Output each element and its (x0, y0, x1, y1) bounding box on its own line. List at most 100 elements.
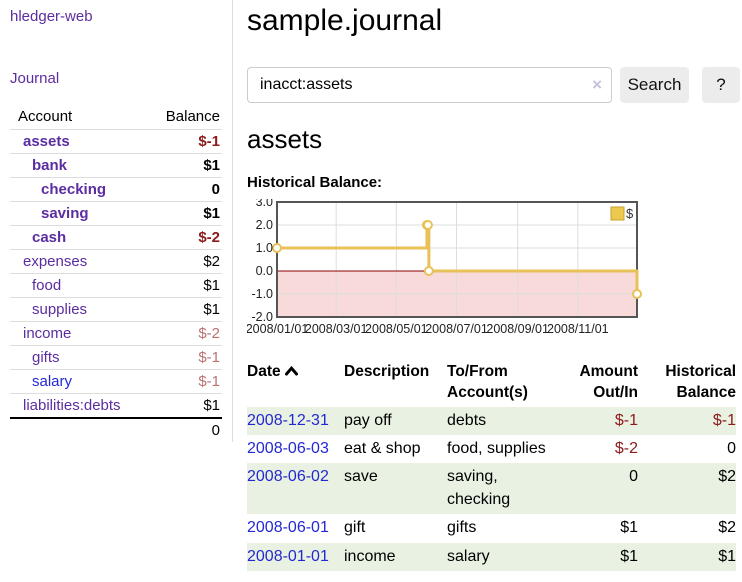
transaction-row: 2008-06-01 gift gifts $1 $2 (247, 514, 736, 542)
account-balance: $1 (203, 277, 220, 294)
svg-text:-2.0: -2.0 (251, 310, 273, 324)
account-balance: $-1 (198, 349, 220, 366)
account-row: bank $1 (10, 153, 222, 178)
transaction-accounts: salary (447, 547, 490, 565)
account-row: gifts $-1 (10, 345, 222, 370)
search-input[interactable] (247, 66, 612, 103)
account-link-food[interactable]: food (32, 277, 62, 294)
register-column-header: Historical Balance (665, 363, 736, 401)
account-link-gifts[interactable]: gifts (32, 349, 60, 366)
account-link-expenses[interactable]: expenses (23, 253, 88, 270)
transaction-date-link[interactable]: 2008-12-31 (247, 411, 329, 429)
main-content: sample.journal × Search ? assets Histori… (233, 0, 742, 582)
transaction-amount: $-1 (614, 411, 638, 429)
account-row: cash $-2 (10, 225, 222, 250)
account-link-cash[interactable]: cash (32, 229, 67, 246)
register-column-header: Description (344, 363, 430, 381)
svg-text:1.0: 1.0 (256, 241, 273, 255)
svg-text:3.0: 3.0 (256, 199, 273, 209)
balance-chart-svg: $3.0 2.0 1.0 0.0 -1.0 -2.02008/01/012008/03/0… (246, 195, 642, 336)
accounts-table: Account Balance assets $-1 bank $1 checking 0… (10, 104, 222, 442)
account-row: assets $-1 (10, 129, 222, 154)
transaction-description: pay off (344, 411, 392, 429)
transaction-row: 2008-12-31 pay off debts $-1 $-1 (247, 406, 736, 436)
account-row: salary $-1 (10, 369, 222, 394)
transaction-accounts: saving, checking (447, 468, 511, 508)
transaction-date-link[interactable]: 2008-06-03 (247, 440, 329, 458)
register-column-header[interactable]: Date (247, 360, 344, 406)
account-balance: $-2 (198, 325, 220, 342)
svg-text:-1.0: -1.0 (251, 287, 273, 301)
accounts-total-balance: 0 (150, 417, 222, 442)
account-table-body: assets $-1 bank $1 checking 0 saving $1 cash $-2 e… (10, 129, 222, 419)
svg-text:2008/11/01: 2008/11/01 (547, 322, 609, 336)
accounts-total-row: 0 (10, 417, 222, 442)
account-link-salary[interactable]: salary (32, 373, 73, 390)
account-row: supplies $1 (10, 297, 222, 322)
svg-text:2008/07/01: 2008/07/01 (425, 322, 488, 336)
account-row: income $-2 (10, 321, 222, 346)
historical-balance-chart: $3.0 2.0 1.0 0.0 -1.0 -2.0 2008/01/01 2008/03/0… (246, 195, 717, 348)
account-link-liabilities-debts[interactable]: liabilities:debts (23, 397, 121, 414)
account-row: saving $1 (10, 201, 222, 226)
balance-series-markers (272, 220, 642, 300)
transaction-balance: $2 (718, 468, 736, 486)
account-balance: $-1 (198, 133, 220, 150)
register-column-header: Amount Out/In (579, 363, 638, 401)
transaction-description: save (344, 468, 378, 486)
account-link-checking[interactable]: checking (41, 181, 107, 198)
transaction-date-link[interactable]: 2008-06-01 (247, 519, 329, 537)
account-balance: $1 (203, 397, 220, 414)
account-row: checking 0 (10, 177, 222, 202)
chart-legend: $ (610, 206, 634, 221)
account-row: food $1 (10, 273, 222, 298)
svg-text:2008/03/01: 2008/03/01 (305, 322, 368, 336)
account-balance: $1 (203, 301, 220, 318)
search-button[interactable]: Search (620, 66, 689, 103)
app-title-link[interactable]: hledger-web (10, 8, 93, 25)
account-column-header: Account (18, 108, 73, 125)
transaction-accounts: gifts (447, 519, 477, 537)
transaction-row: 2008-06-02 save saving, checking 0 $2 (247, 463, 736, 515)
account-row: expenses $2 (10, 249, 222, 274)
search-input-wrap: × (247, 66, 612, 103)
transaction-amount: $1 (620, 547, 638, 565)
account-balance: $2 (203, 253, 220, 270)
chart-border (276, 201, 638, 319)
account-balance: $-2 (198, 229, 220, 246)
transaction-row: 2008-06-03 eat & shop food, supplies $-2 0 (247, 435, 736, 463)
transaction-description: income (344, 547, 396, 565)
account-link-bank[interactable]: bank (32, 157, 68, 174)
register-table-body: 2008-12-31 pay off debts $-1 $-1 2008-06-03 ea… (247, 406, 736, 572)
account-link-income[interactable]: income (23, 325, 72, 342)
help-button[interactable]: ? (702, 66, 740, 103)
chart-axis-labels: 3.0 2.0 1.0 0.0 -1.0 -2.02008/01/012008/03/01… (246, 195, 609, 336)
account-heading: assets (247, 123, 323, 154)
transaction-row: 2008-01-01 income salary $1 $1 (247, 542, 736, 572)
transaction-date-link[interactable]: 2008-06-02 (247, 468, 329, 486)
account-link-assets[interactable]: assets (23, 133, 70, 150)
sidebar-item-journal[interactable]: Journal (10, 70, 60, 87)
account-balance: $-1 (198, 373, 220, 390)
balance-column-header: Balance (165, 108, 220, 125)
account-link-supplies[interactable]: supplies (32, 301, 88, 318)
svg-text:0.0: 0.0 (256, 264, 273, 278)
transaction-description: gift (344, 519, 366, 537)
transaction-balance: $-1 (712, 411, 736, 429)
transaction-date-link[interactable]: 2008-01-01 (247, 547, 329, 565)
svg-text:2008/05/01: 2008/05/01 (365, 322, 428, 336)
register-table-header: Date Description To/From Account(s) Amount … (247, 360, 736, 406)
sidebar: hledger-web Journal Account Balance asse… (0, 0, 233, 442)
account-link-saving[interactable]: saving (41, 205, 89, 222)
clear-search-icon[interactable]: × (592, 74, 602, 94)
transaction-balance: $2 (718, 519, 736, 537)
svg-text:2.0: 2.0 (256, 218, 273, 232)
accounts-table-header: Account Balance (10, 104, 222, 130)
svg-text:$: $ (626, 206, 634, 221)
sort-ascending-icon (284, 362, 298, 382)
account-balance: $1 (203, 205, 220, 222)
account-row: liabilities:debts $1 (10, 393, 222, 419)
register-table: Date Description To/From Account(s) Amount … (247, 360, 736, 572)
transaction-description: eat & shop (344, 440, 421, 458)
